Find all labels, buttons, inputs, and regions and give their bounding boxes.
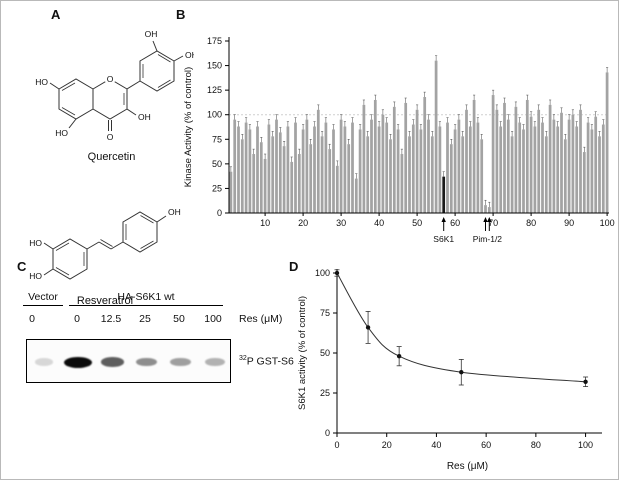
svg-text:HO: HO [29,238,42,248]
svg-text:HO: HO [29,271,42,281]
svg-text:100: 100 [600,218,615,228]
dose-value: 50 [173,313,185,325]
svg-text:90: 90 [564,218,574,228]
svg-text:S6K1: S6K1 [433,234,454,244]
band-label-text: P GST-S6 [246,355,294,368]
svg-text:60: 60 [481,440,491,450]
blot-band [35,358,53,366]
panel-c-label: C [17,259,27,274]
svg-text:HO: HO [35,77,48,87]
svg-text:175: 175 [207,36,222,46]
blot-band-label: 32P GST-S6 [239,355,294,368]
vector-lane-label: Vector [23,291,63,306]
blot-band [100,357,125,367]
svg-text:50: 50 [320,348,330,358]
svg-text:100: 100 [207,110,222,120]
dose-value: 0 [74,313,80,325]
svg-text:50: 50 [412,218,422,228]
svg-text:40: 40 [374,218,384,228]
svg-text:25: 25 [212,183,222,193]
svg-text:OH: OH [138,112,151,122]
svg-text:0: 0 [217,208,222,218]
panel-b-label: B [176,7,186,22]
svg-text:S6K1 activity (% of control): S6K1 activity (% of control) [297,296,308,410]
quercetin-structure: O O HO HO OH OH OH [35,29,194,143]
svg-text:70: 70 [488,218,498,228]
svg-text:100: 100 [315,268,330,278]
svg-text:125: 125 [207,85,222,95]
resveratrol-name: Resveratrol [76,295,134,307]
svg-text:10: 10 [260,218,270,228]
svg-text:20: 20 [298,218,308,228]
panel-d-label: D [289,259,299,274]
panel-c: Vector HA-S6K1 wt 0 0 12.5 25 50 100 Res… [15,259,319,405]
ha-s6k1-lane-label: HA-S6K1 wt [69,291,223,306]
svg-text:40: 40 [431,440,441,450]
svg-text:OH: OH [145,29,158,39]
dose-value: 25 [139,313,151,325]
svg-text:O: O [107,132,114,142]
svg-text:Kinase Activity (% of control): Kinase Activity (% of control) [183,67,194,187]
svg-text:50: 50 [212,159,222,169]
blot-band [170,357,192,367]
svg-text:0: 0 [334,440,339,450]
svg-text:Res (μM): Res (μM) [447,461,488,472]
blot-band [64,356,93,368]
blot-band [135,357,158,367]
svg-text:80: 80 [526,218,536,228]
svg-text:150: 150 [207,61,222,71]
svg-text:HO: HO [55,128,68,138]
dose-unit-label: Res (μM) [239,313,283,325]
blot-box [26,339,231,383]
svg-text:100: 100 [578,440,593,450]
svg-text:20: 20 [382,440,392,450]
panel-a-label: A [51,7,61,22]
svg-text:Pim-1/2: Pim-1/2 [473,234,503,244]
svg-text:30: 30 [336,218,346,228]
panel-b-chart: 0 25 50 75 100 125 150 175 10 20 30 40 50 60 70 80 90 100… [183,36,615,244]
svg-text:75: 75 [212,134,222,144]
dose-value: 0 [29,313,35,325]
blot-band [205,357,225,367]
band-label-superscript: 32 [239,355,247,362]
svg-text:0: 0 [325,428,330,438]
quercetin-name: Quercetin [87,151,136,163]
svg-text:60: 60 [450,218,460,228]
svg-text:80: 80 [531,440,541,450]
resveratrol-structure: HO HO OH [29,207,181,281]
dose-value: 100 [204,313,222,325]
svg-text:OH: OH [168,207,181,217]
svg-text:75: 75 [320,308,330,318]
panel-d-chart: 0 25 50 75 100 0 20 40 60 80 100 S6K1 activity (% o… [297,268,602,472]
dose-value: 12.5 [100,313,122,325]
svg-text:OH: OH [185,50,194,60]
svg-text:25: 25 [320,388,330,398]
svg-text:O: O [107,74,114,84]
